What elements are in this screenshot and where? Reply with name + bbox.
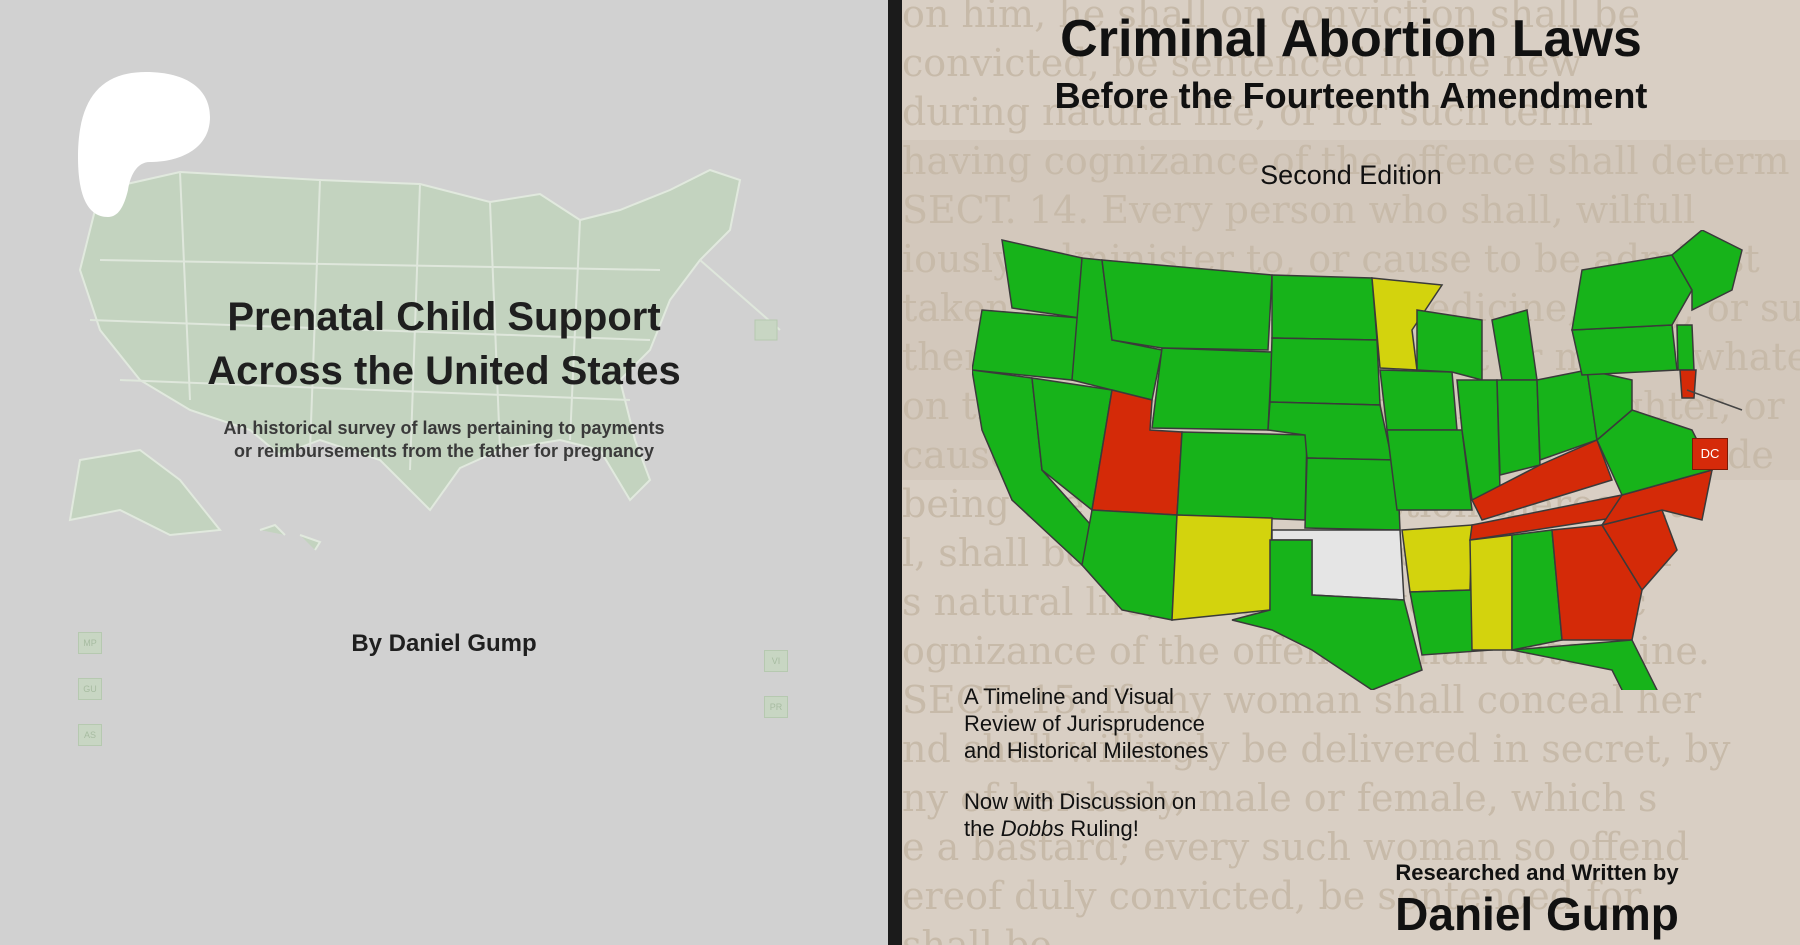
state-washington xyxy=(1001,239,1083,319)
timeline-blurb: A Timeline and Visual Review of Jurispru… xyxy=(964,683,1264,764)
state-south-dakota xyxy=(1269,337,1381,406)
background-text-line: nd shall willingly be delivered in secre… xyxy=(902,727,1731,771)
left-subtitle-line1: An historical survey of laws pertaining … xyxy=(223,418,665,438)
territory-box-as: AS xyxy=(78,724,102,746)
prenatal-child-support-cover: MP GU AS VI PR Prenatal Child Support Ac… xyxy=(0,0,888,945)
state-montana xyxy=(1101,259,1273,351)
background-text-line: ereof duly convicted, be sentenced for xyxy=(902,874,1642,918)
edition-label: Second Edition xyxy=(1260,160,1442,190)
background-text-line: on him, he shall on conviction shall be xyxy=(902,0,1640,36)
timeline-line1: A Timeline and Visual xyxy=(964,684,1174,709)
territory-box-vi: VI xyxy=(764,650,788,672)
timeline-line3: and Historical Milestones xyxy=(964,738,1209,763)
state-indiana xyxy=(1496,379,1541,476)
timeline-line2: Review of Jurisprudence xyxy=(964,711,1205,736)
right-subtitle: Before the Fourteenth Amendment xyxy=(1054,75,1648,116)
left-title-line1: Prenatal Child Support xyxy=(227,295,661,339)
state-delaware xyxy=(1679,369,1697,399)
state-wisconsin xyxy=(1416,309,1483,381)
state-florida xyxy=(1511,639,1658,690)
dobbs-blurb: Now with Discussion on the Dobbs Ruling! xyxy=(964,788,1284,842)
background-text-line: convicted, be sentenced in the new xyxy=(902,41,1583,85)
patreon-logo-icon xyxy=(78,72,210,217)
state-mississippi xyxy=(1469,534,1513,651)
state-wyoming xyxy=(1151,347,1273,431)
dobbs-line2: the Dobbs Ruling! xyxy=(964,815,1284,842)
cover-divider xyxy=(888,0,902,945)
us-states-map xyxy=(972,230,1743,690)
background-text-line: SECT. 14. Every person who shall, wilful… xyxy=(902,188,1696,232)
state-new-york xyxy=(1571,254,1693,331)
alaska-shape xyxy=(68,448,222,537)
state-new-england xyxy=(1671,230,1743,312)
central-region xyxy=(1231,274,1501,690)
researched-byline: Researched and Written by xyxy=(1395,860,1679,885)
state-new-mexico xyxy=(1171,514,1273,621)
state-oregon xyxy=(972,309,1081,381)
right-title: Criminal Abortion Laws xyxy=(1060,10,1642,68)
state-arizona xyxy=(1081,509,1178,621)
state-kentucky xyxy=(1470,438,1613,521)
territory-box-pr: PR xyxy=(764,696,788,718)
dobbs-prefix: the xyxy=(964,816,1001,841)
territory-box-gu: GU xyxy=(78,678,102,700)
state-minnesota xyxy=(1371,277,1444,371)
east-region xyxy=(1469,230,1743,690)
background-text-line: having cognizance of the offence shall d… xyxy=(902,139,1790,183)
background-text-line: SECT. 15. If any woman shall conceal her xyxy=(902,678,1702,722)
dobbs-line1: Now with Discussion on xyxy=(964,789,1197,814)
state-arkansas xyxy=(1401,524,1473,593)
state-texas xyxy=(1231,539,1423,690)
dc-label: DC xyxy=(1692,438,1728,470)
state-michigan xyxy=(1491,309,1538,381)
left-subtitle-line2: or reimbursements from the father for pr… xyxy=(233,441,655,461)
dobbs-italic: Dobbs xyxy=(1000,816,1065,841)
left-author: By Daniel Gump xyxy=(351,630,537,657)
state-missouri xyxy=(1386,429,1473,511)
dc-callout-line xyxy=(1686,389,1743,411)
hawaii-shape xyxy=(259,523,322,551)
state-colorado xyxy=(1176,431,1308,521)
state-pennsylvania xyxy=(1571,324,1678,376)
left-title-line2: Across the United States xyxy=(207,349,681,393)
state-north-dakota xyxy=(1271,274,1378,341)
background-text-line: shall be xyxy=(902,923,1052,945)
criminal-abortion-laws-cover: on him, he shall on conviction shall be c… xyxy=(902,0,1800,945)
state-new-jersey xyxy=(1676,324,1695,371)
west-region xyxy=(972,239,1308,621)
us-map-background xyxy=(68,168,781,551)
state-west-virginia xyxy=(1586,369,1633,442)
background-text-line: e a bastard; every such woman so offend xyxy=(902,825,1690,869)
background-text-line: ny of her body, male or female, which s xyxy=(902,776,1658,820)
territory-box-mp: MP xyxy=(78,632,102,654)
dobbs-suffix: Ruling! xyxy=(1064,816,1139,841)
right-author: Daniel Gump xyxy=(1395,888,1679,940)
state-iowa xyxy=(1379,369,1458,431)
background-text-line: during natural life, or for such term xyxy=(902,90,1594,134)
us-mainland-shape xyxy=(78,168,742,512)
state-kansas xyxy=(1304,457,1401,531)
